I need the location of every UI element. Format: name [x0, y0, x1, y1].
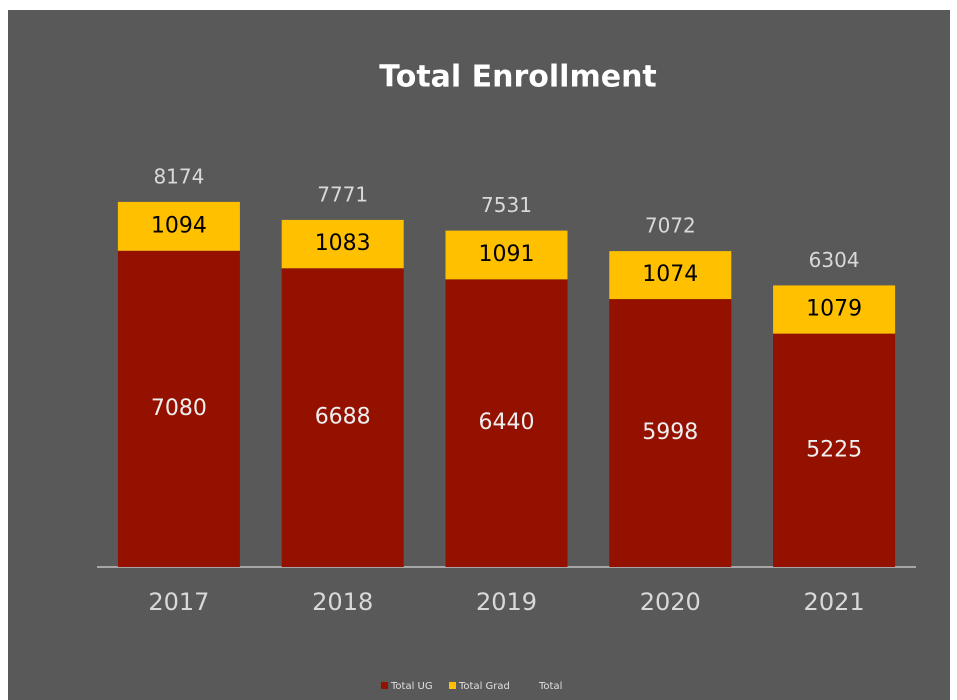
total-label: 7531 — [481, 193, 532, 217]
x-tick-label: 2020 — [640, 588, 701, 616]
x-tick-label: 2017 — [148, 588, 209, 616]
data-label: 6440 — [479, 410, 535, 435]
total-label: 6304 — [809, 248, 860, 272]
bar-segment — [281, 219, 404, 269]
bar-segment — [117, 201, 240, 251]
legend-label: Total — [538, 681, 562, 692]
data-label: 5998 — [642, 420, 698, 445]
bar-segment — [773, 285, 896, 334]
bar-segment — [445, 230, 568, 280]
data-label: 5225 — [806, 437, 862, 462]
data-label: 6688 — [315, 405, 371, 430]
data-label: 1083 — [315, 231, 371, 256]
data-label: 1091 — [479, 242, 535, 267]
total-label: 8174 — [153, 164, 204, 188]
total-label: 7072 — [645, 214, 696, 238]
legend-swatch — [449, 682, 456, 689]
data-label: 7080 — [151, 396, 207, 421]
bar-segment — [609, 299, 732, 567]
total-label: 7771 — [317, 182, 368, 206]
bar-segment — [609, 251, 732, 300]
bar-segment — [773, 333, 896, 567]
chart-title: Total Enrollment — [379, 60, 657, 95]
legend-swatch — [381, 682, 388, 689]
x-tick-label: 2018 — [312, 588, 373, 616]
data-label: 1074 — [642, 262, 698, 287]
legend-label: Total Grad — [458, 681, 510, 692]
x-tick-label: 2021 — [804, 588, 865, 616]
legend-label: Total UG — [390, 681, 433, 692]
bar-segment — [117, 250, 240, 567]
x-tick-label: 2019 — [476, 588, 537, 616]
data-label: 1094 — [151, 213, 207, 238]
bar-segment — [281, 268, 404, 567]
data-label: 1079 — [806, 297, 862, 322]
bar-segment — [445, 279, 568, 567]
